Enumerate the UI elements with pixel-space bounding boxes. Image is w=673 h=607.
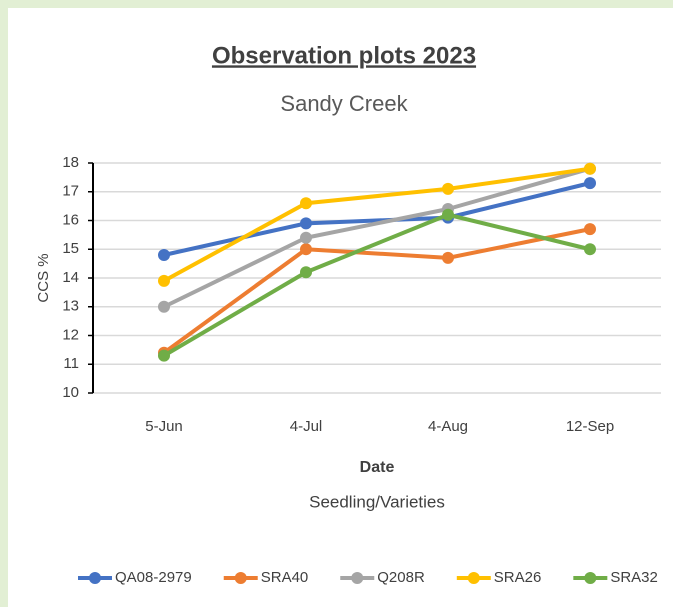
point (584, 223, 596, 236)
legend-marker (467, 572, 480, 584)
y-tick-label: 15 (62, 240, 79, 257)
point (584, 243, 596, 256)
point (442, 182, 454, 195)
y-tick-label: 12 (62, 326, 79, 343)
point (300, 243, 312, 256)
y-tick-label: 10 (62, 384, 79, 401)
legend-label: QA08-2979 (115, 569, 192, 586)
x-axis-sublabel: Seedling/Varieties (309, 492, 445, 511)
point (584, 177, 596, 190)
point (300, 266, 312, 279)
x-tick-label: 4-Aug (428, 418, 468, 435)
point (158, 349, 170, 362)
x-tick-label: 4-Jul (290, 418, 323, 435)
point (158, 249, 170, 261)
legend-label: SRA32 (610, 569, 658, 586)
y-tick-label: 18 (62, 154, 79, 171)
point (300, 197, 312, 210)
legend-marker (234, 572, 247, 584)
chart-title: Observation plots 2023 (212, 42, 476, 69)
point (158, 274, 170, 287)
series-line (163, 166, 591, 309)
point (442, 208, 454, 221)
legend-label: SRA40 (261, 569, 309, 586)
legend-label: Q208R (377, 569, 425, 586)
y-tick-label: 17 (62, 183, 79, 200)
series-line (162, 212, 591, 358)
y-tick-label: 14 (62, 269, 79, 286)
point (300, 231, 312, 244)
y-tick-label: 16 (62, 211, 79, 228)
series-line (163, 181, 591, 257)
point (300, 217, 312, 230)
x-tick-label: 5-Jun (145, 418, 183, 435)
point (584, 162, 596, 175)
series-line (162, 227, 591, 355)
legend-label: SRA26 (494, 569, 542, 586)
point (158, 300, 170, 313)
chart-subtitle: Sandy Creek (280, 91, 408, 116)
legend-marker (89, 572, 101, 584)
y-axis-label: CCS % (35, 253, 52, 302)
y-tick-label: 11 (63, 355, 79, 372)
x-tick-label: 12-Sep (566, 418, 614, 435)
x-axis-label: Date (360, 459, 395, 476)
legend-marker (351, 572, 364, 584)
series-line (163, 166, 591, 283)
point (442, 251, 454, 264)
legend-marker (584, 572, 597, 584)
y-tick-label: 13 (62, 298, 79, 315)
